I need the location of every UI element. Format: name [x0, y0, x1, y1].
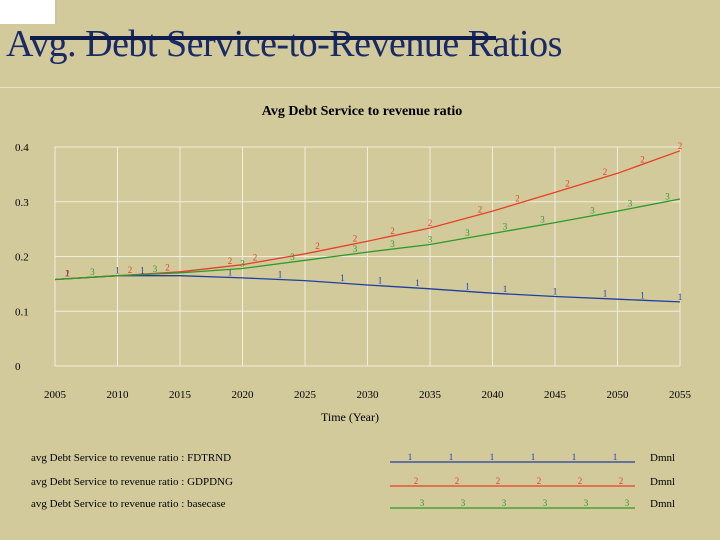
y-tick-label: 0.3 [15, 197, 29, 209]
series-marker: 1 [278, 269, 283, 279]
x-tick-label: 2005 [44, 389, 67, 401]
legend-label: avg Debt Service to revenue ratio : FDTR… [31, 452, 231, 464]
chart-legend: avg Debt Service to revenue ratio : FDTR… [31, 452, 675, 510]
series-marker: 2 [640, 154, 645, 164]
series-marker: 3 [628, 199, 633, 209]
legend-marker: 2 [578, 476, 583, 486]
series-marker: 1 [65, 269, 70, 279]
legend-marker: 1 [408, 452, 413, 462]
slide-title: Avg. Debt Service-to-Revenue Ratios [6, 23, 562, 65]
chart-axes: 2005 2010 2015 2020 2025 2030 2035 2040 2045 2050… [15, 142, 692, 401]
legend-marker: 3 [625, 498, 630, 508]
legend-marker: 2 [455, 476, 460, 486]
series-marker: 1 [603, 289, 608, 299]
y-tick-label: 0 [15, 361, 21, 373]
series-line-3 [54, 198, 681, 281]
series-marker: 2 [428, 218, 433, 228]
series-marker: 1 [140, 266, 145, 276]
series-marker: 3 [153, 264, 158, 274]
series-marker: 2 [603, 167, 608, 177]
series-marker: 2 [353, 234, 358, 244]
legend-marker: 3 [420, 498, 425, 508]
slide-corner-strip [0, 0, 57, 24]
legend-units: Dmnl [650, 498, 675, 510]
series-marker: 1 [465, 281, 470, 291]
x-tick-label: 2015 [169, 389, 192, 401]
y-tick-label: 0.1 [15, 306, 29, 318]
legend-marker: 2 [496, 476, 501, 486]
series-marker: 3 [428, 234, 433, 244]
legend-marker: 2 [619, 476, 624, 486]
chart-title: Avg Debt Service to revenue ratio [262, 104, 462, 119]
legend-marker: 3 [584, 498, 589, 508]
series-marker: 3 [465, 228, 470, 238]
series-marker: 2 [228, 256, 233, 266]
legend-marker: 1 [449, 452, 454, 462]
series-marker: 1 [415, 278, 420, 288]
legend-marker: 1 [613, 452, 618, 462]
x-tick-label: 2030 [357, 389, 380, 401]
series-marker: 1 [115, 266, 120, 276]
series-marker: 2 [315, 241, 320, 251]
legend-marker: 1 [572, 452, 577, 462]
legend-marker: 3 [502, 498, 507, 508]
y-tick-label: 0.2 [15, 252, 29, 264]
series-marker: 3 [90, 267, 95, 277]
series-marker: 2 [678, 141, 683, 151]
legend-units: Dmnl [650, 476, 675, 488]
series-marker: 2 [253, 253, 258, 263]
series-marker: 3 [503, 221, 508, 231]
y-tick-label: 0.4 [15, 142, 29, 154]
x-tick-label: 2025 [294, 389, 317, 401]
x-tick-label: 2045 [544, 389, 567, 401]
series-marker: 2 [515, 194, 520, 204]
series-marker: 3 [290, 252, 295, 262]
x-tick-label: 2050 [607, 389, 630, 401]
legend-marker: 2 [537, 476, 542, 486]
series-marker: 3 [665, 191, 670, 201]
series-marker: 1 [503, 284, 508, 294]
series-line-1 [54, 275, 681, 303]
x-tick-label: 2020 [232, 389, 255, 401]
title-underline [30, 36, 496, 40]
x-tick-label: 2035 [419, 389, 442, 401]
series-marker: 2 [390, 226, 395, 236]
x-tick-label: 2055 [669, 389, 692, 401]
series-marker: 3 [590, 206, 595, 216]
x-tick-label: 2010 [107, 389, 130, 401]
series-marker: 2 [65, 269, 70, 279]
series-marker: 2 [565, 179, 570, 189]
series-marker: 1 [228, 267, 233, 277]
series-marker: 2 [165, 263, 170, 273]
legend-marker: 3 [461, 498, 466, 508]
series-marker: 1 [640, 290, 645, 300]
series-marker: 2 [478, 204, 483, 214]
legend-units: Dmnl [650, 452, 675, 464]
series-marker: 1 [553, 286, 558, 296]
series-marker: 3 [353, 244, 358, 254]
legend-label: avg Debt Service to revenue ratio : base… [31, 498, 226, 510]
legend-marker: 1 [531, 452, 536, 462]
x-tick-label: 2040 [482, 389, 505, 401]
series-line-2 [54, 150, 681, 281]
header-divider [0, 87, 720, 88]
legend-marker: 1 [490, 452, 495, 462]
x-axis-label: Time (Year) [321, 410, 379, 424]
series-marker: 3 [390, 239, 395, 249]
legend-label: avg Debt Service to revenue ratio : GDPD… [31, 476, 233, 488]
series-marker: 2 [128, 265, 133, 275]
series-marker: 1 [378, 276, 383, 286]
legend-marker: 3 [543, 498, 548, 508]
chart-grid [54, 146, 681, 367]
legend-marker: 2 [414, 476, 419, 486]
series-marker: 3 [240, 259, 245, 269]
series-marker: 3 [540, 215, 545, 225]
series-marker: 1 [678, 292, 683, 302]
series-marker: 1 [340, 273, 345, 283]
